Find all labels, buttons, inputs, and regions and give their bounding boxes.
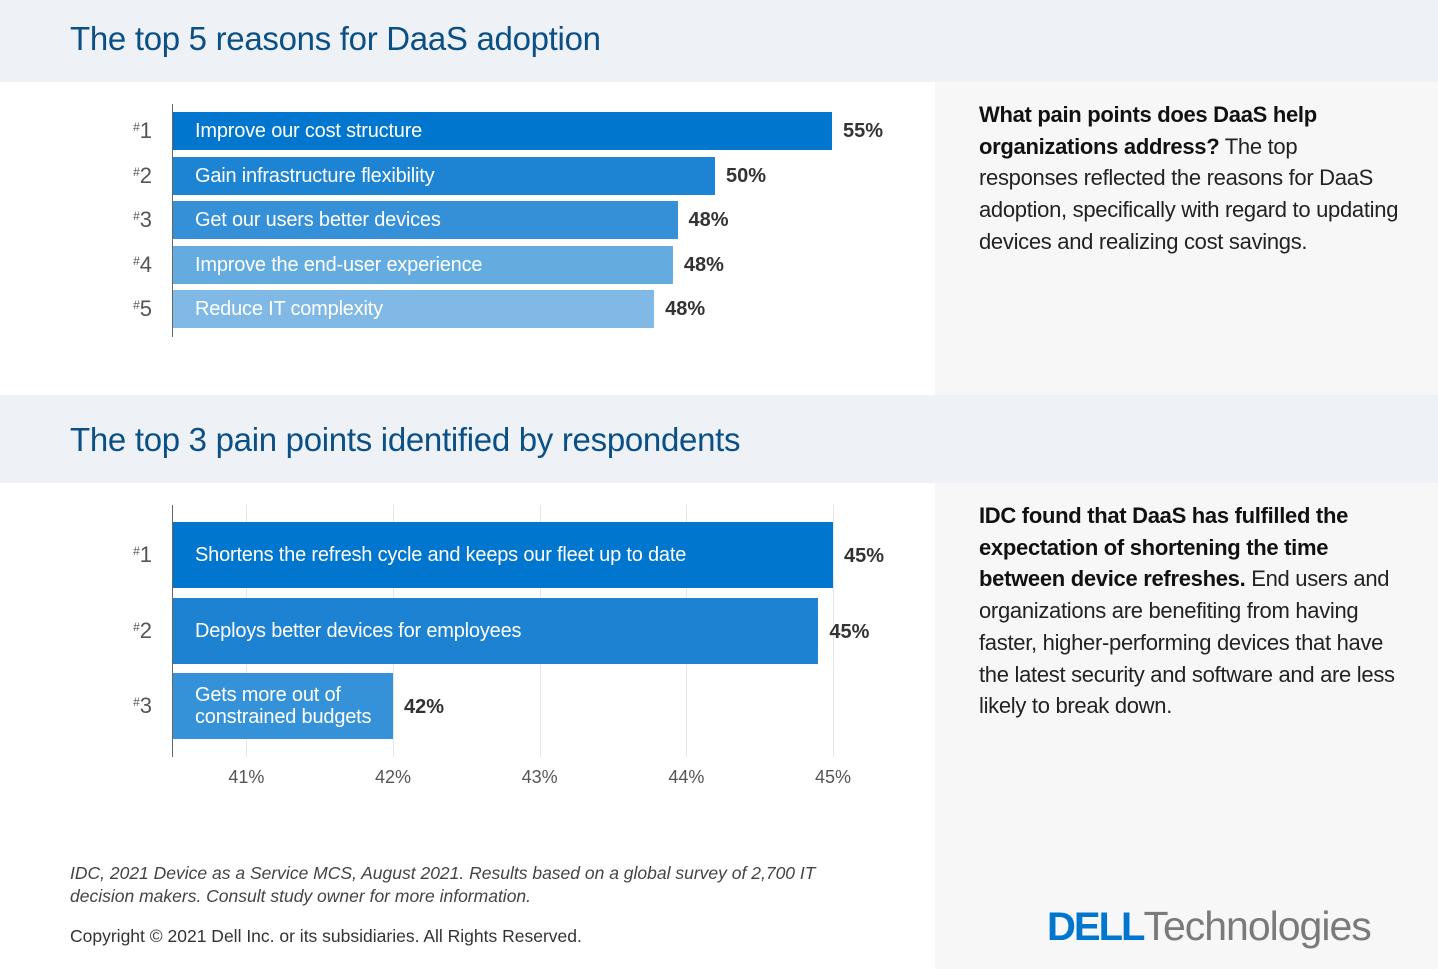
side-panel-1: What pain points does DaaS help organiza…	[935, 82, 1438, 395]
rank-label: #1	[133, 542, 152, 567]
rank-label: #2	[133, 162, 152, 188]
side-text-2: IDC found that DaaS has fulfilled the ex…	[979, 500, 1399, 722]
data-label: 45%	[844, 545, 885, 567]
section2-header: The top 3 pain points identified by resp…	[0, 395, 1438, 483]
bar: Reduce IT complexity	[173, 290, 655, 329]
gridline	[833, 505, 834, 757]
rank-label: #1	[133, 118, 152, 143]
bar: Improve the end-user experience	[173, 245, 673, 284]
dell-technologies-logo: DELL Technologies	[1047, 903, 1372, 950]
tick-label: 43%	[521, 767, 558, 787]
dell-logo: DELL	[1047, 905, 1145, 949]
rank-label: #2	[133, 617, 152, 643]
rank-label: #4	[133, 251, 152, 277]
side-text-1-body: The top responses reflected the reasons …	[979, 133, 1399, 254]
data-label: 42%	[404, 696, 445, 718]
data-label: 48%	[688, 209, 729, 232]
bar: Gain infrastructure flexibility	[173, 156, 715, 195]
data-label: 55%	[843, 120, 884, 142]
chart2-axis	[172, 505, 173, 757]
data-label: 48%	[683, 253, 724, 276]
bar: Shortens the refresh cycle and keeps our…	[173, 522, 833, 588]
chart1-axis	[172, 104, 173, 337]
tick-label: 42%	[374, 767, 412, 787]
side-panel-2: IDC found that DaaS has fulfilled the ex…	[935, 483, 1438, 969]
technologies-wordmark: Technologies	[1143, 903, 1371, 949]
data-label: 48%	[665, 298, 706, 321]
data-label: 45%	[829, 620, 870, 643]
bar: Get our users better devices	[173, 201, 678, 240]
data-label: 50%	[726, 164, 767, 187]
rank-label: #5	[133, 296, 152, 322]
bar: Gets more out of constrained budgets	[173, 673, 393, 739]
rank-label: #3	[133, 693, 152, 718]
section1-header: The top 5 reasons for DaaS adoption	[0, 0, 1438, 82]
side-text-1-bold: What pain points does DaaS help organiza…	[979, 102, 1317, 159]
tick-label: 41%	[228, 767, 265, 787]
bar: Deploys better devices for employees	[173, 597, 819, 664]
copyright: Copyright © 2021 Dell Inc. or its subsid…	[70, 926, 582, 946]
side-text-2-body: End users and organizations are benefiti…	[979, 566, 1395, 719]
section2-title: The top 3 pain points identified by resp…	[70, 421, 741, 458]
source-note: IDC, 2021 Device as a Service MCS, Augus…	[70, 863, 816, 906]
side-text-2-bold: IDC found that DaaS has fulfilled the ex…	[979, 503, 1349, 592]
rank-label: #3	[133, 207, 152, 233]
bar: Improve our cost structure	[173, 112, 832, 150]
tick-label: 44%	[668, 767, 705, 787]
side-text-1: What pain points does DaaS help organiza…	[979, 99, 1399, 258]
tick-label: 45%	[814, 767, 852, 787]
section1-title: The top 5 reasons for DaaS adoption	[70, 20, 601, 57]
